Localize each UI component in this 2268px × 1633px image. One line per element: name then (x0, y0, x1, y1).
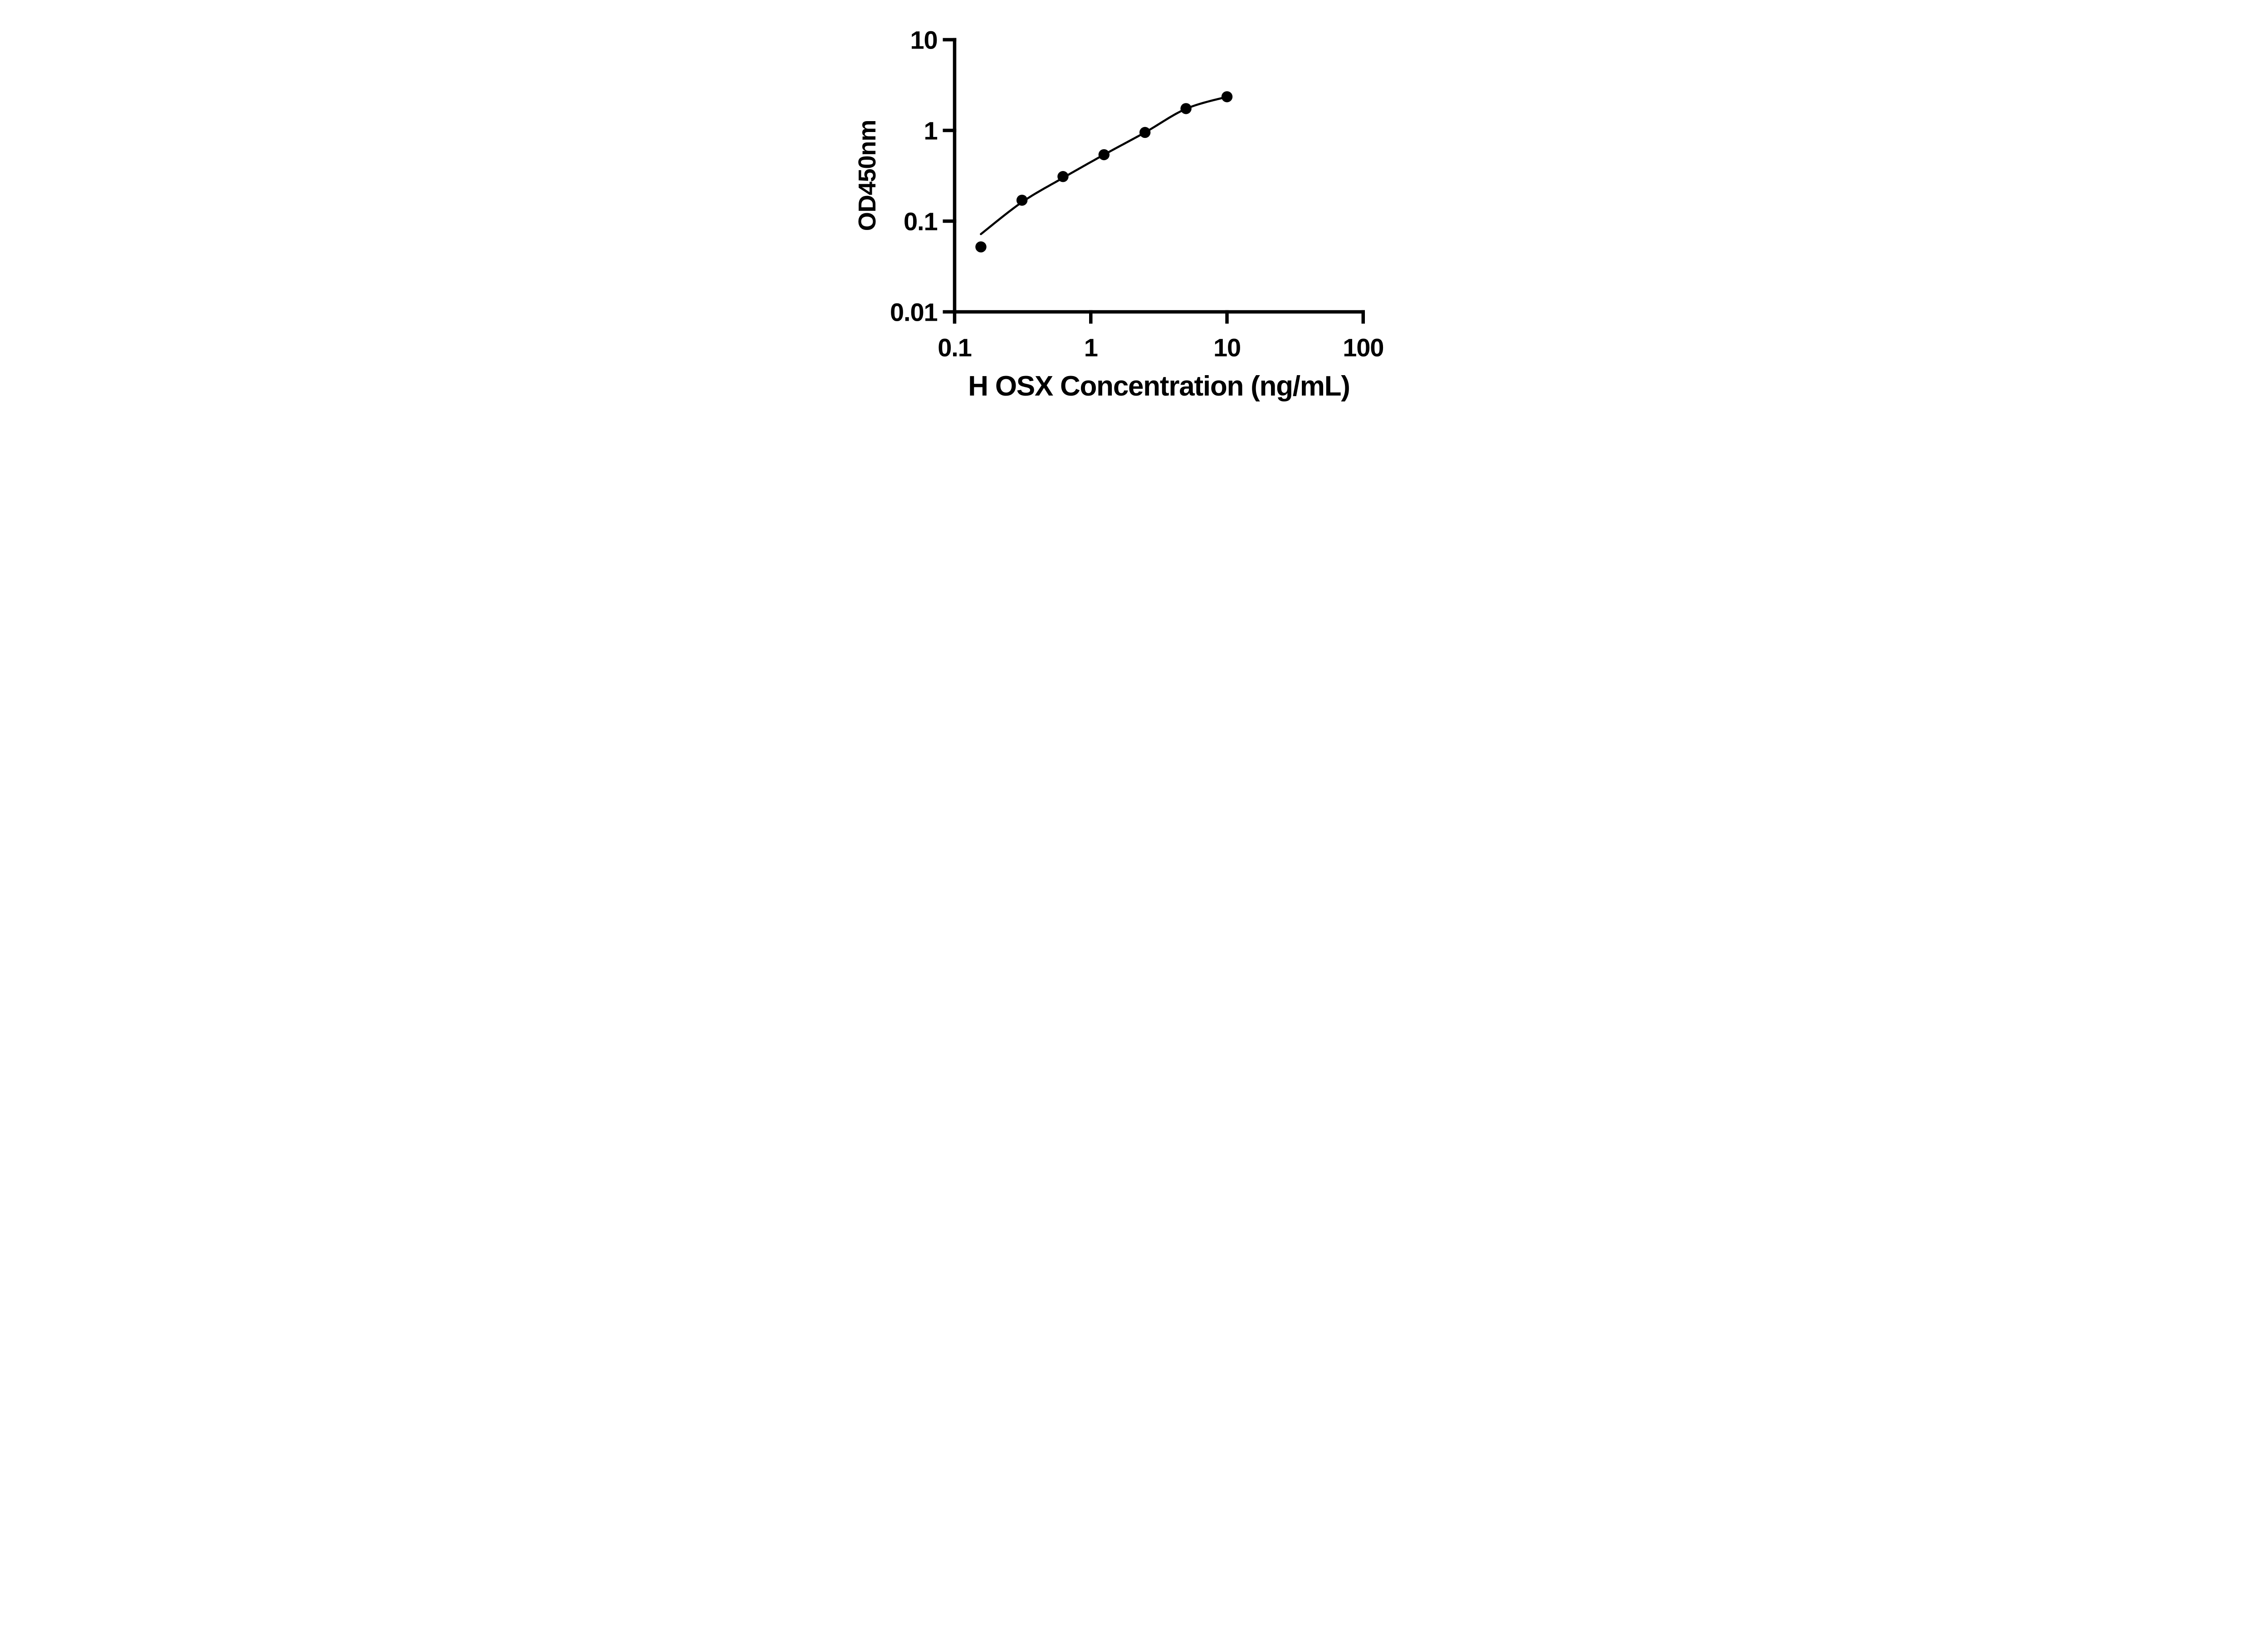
x-tick-label: 100 (1343, 333, 1383, 362)
y-axis-title: OD450nm (854, 120, 881, 231)
x-tick-label: 1 (1084, 333, 1098, 362)
elisa-standard-curve-figure: 10 1 0.1 0.01 0.1 1 10 100 H OSX Concentration … (843, 0, 1425, 408)
data-point (1180, 103, 1192, 114)
data-point (1221, 91, 1233, 103)
data-point (1139, 127, 1151, 138)
data-point (1016, 195, 1028, 206)
y-tick-label: 10 (910, 26, 937, 54)
y-tick-label: 1 (924, 117, 937, 145)
y-tick-label: 0.01 (890, 298, 938, 327)
data-layer (975, 91, 1233, 253)
y-tick-label: 0.1 (904, 207, 938, 236)
fitted-curve-line (980, 95, 1228, 235)
data-point (1057, 171, 1069, 182)
x-tick-label: 0.1 (938, 333, 972, 362)
x-axis-title: H OSX Concentration (ng/mL) (968, 371, 1349, 402)
data-point (975, 241, 987, 253)
data-point (1098, 149, 1110, 161)
x-tick-label: 10 (1213, 333, 1241, 362)
